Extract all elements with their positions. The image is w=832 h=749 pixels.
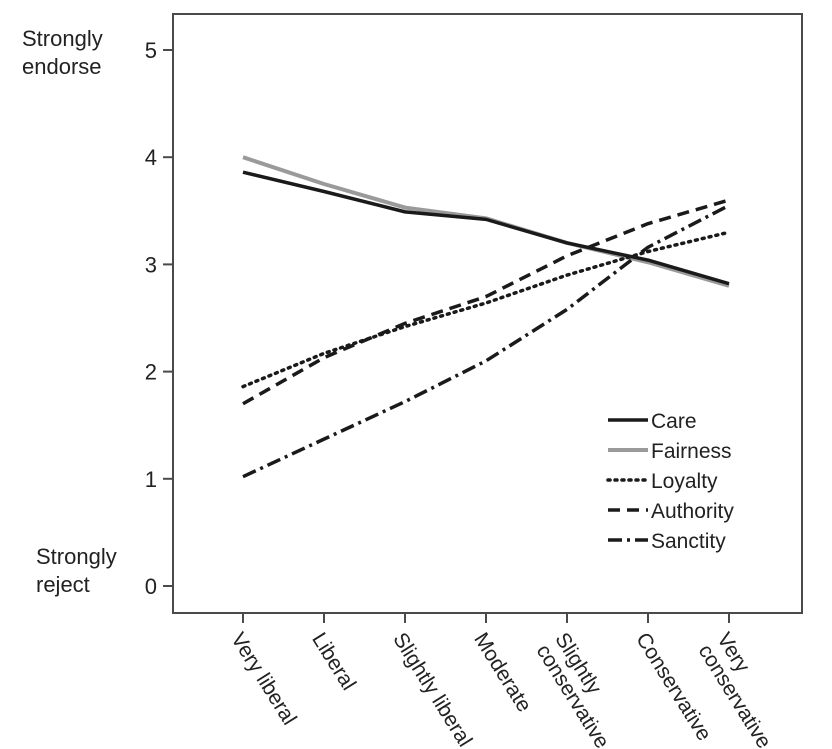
- x-tick-label-liberal: Liberal: [307, 629, 360, 695]
- plot-frame: [172, 13, 803, 614]
- x-tick-label-slightly-liberal: Slightly liberal: [388, 629, 476, 749]
- y-axis: 0 1 2 3 4 5 Strongly endorse Strongly reject: [22, 26, 173, 599]
- series-layer: [241, 155, 731, 479]
- y-top-label: Strongly endorse: [22, 26, 103, 79]
- series-authority-line: [242, 198, 730, 406]
- legend: Care Fairness Loyalty Authority Sanctity: [606, 410, 734, 553]
- legend-label-authority: Authority: [651, 500, 734, 523]
- x-axis: Very liberal Liberal Slightly liberalModer…: [226, 613, 776, 749]
- y-tick-label-2: 2: [145, 360, 157, 385]
- y-tick-label-5: 5: [145, 38, 157, 63]
- series-sanctity-line: [242, 203, 730, 479]
- x-tick-label-moderate: Moderate: [469, 629, 536, 716]
- y-top-label-line: endorse: [22, 54, 102, 79]
- series-fairness-line: [242, 155, 730, 288]
- y-tick-label-4: 4: [145, 145, 157, 170]
- legend-label-sanctity: Sanctity: [651, 530, 726, 553]
- legend-label-care: Care: [651, 410, 697, 433]
- y-top-label-line: Strongly: [22, 26, 103, 51]
- plot-border: [172, 13, 803, 614]
- x-tick-label-line: Liberal: [307, 629, 360, 695]
- series-loyalty-line: [241, 230, 731, 389]
- x-tick-label-line: Slightly liberal: [388, 629, 476, 749]
- x-tick-label-very-liberal: Very liberal: [226, 629, 301, 729]
- x-tick-label-line: Moderate: [469, 629, 536, 716]
- y-tick-label-1: 1: [145, 467, 157, 492]
- y-tick-label-3: 3: [145, 252, 157, 277]
- y-bottom-label: Strongly reject: [36, 544, 117, 597]
- legend-label-loyalty: Loyalty: [651, 470, 718, 493]
- x-tick-label-slightly-conservative: Slightlyconservative: [532, 629, 633, 749]
- x-tick-label-line: Very liberal: [226, 629, 301, 729]
- y-bottom-label-line: reject: [36, 572, 90, 597]
- y-tick-label-0: 0: [145, 574, 157, 599]
- series-care-line: [242, 170, 730, 286]
- y-bottom-label-line: Strongly: [36, 544, 117, 569]
- legend-label-fairness: Fairness: [651, 440, 732, 463]
